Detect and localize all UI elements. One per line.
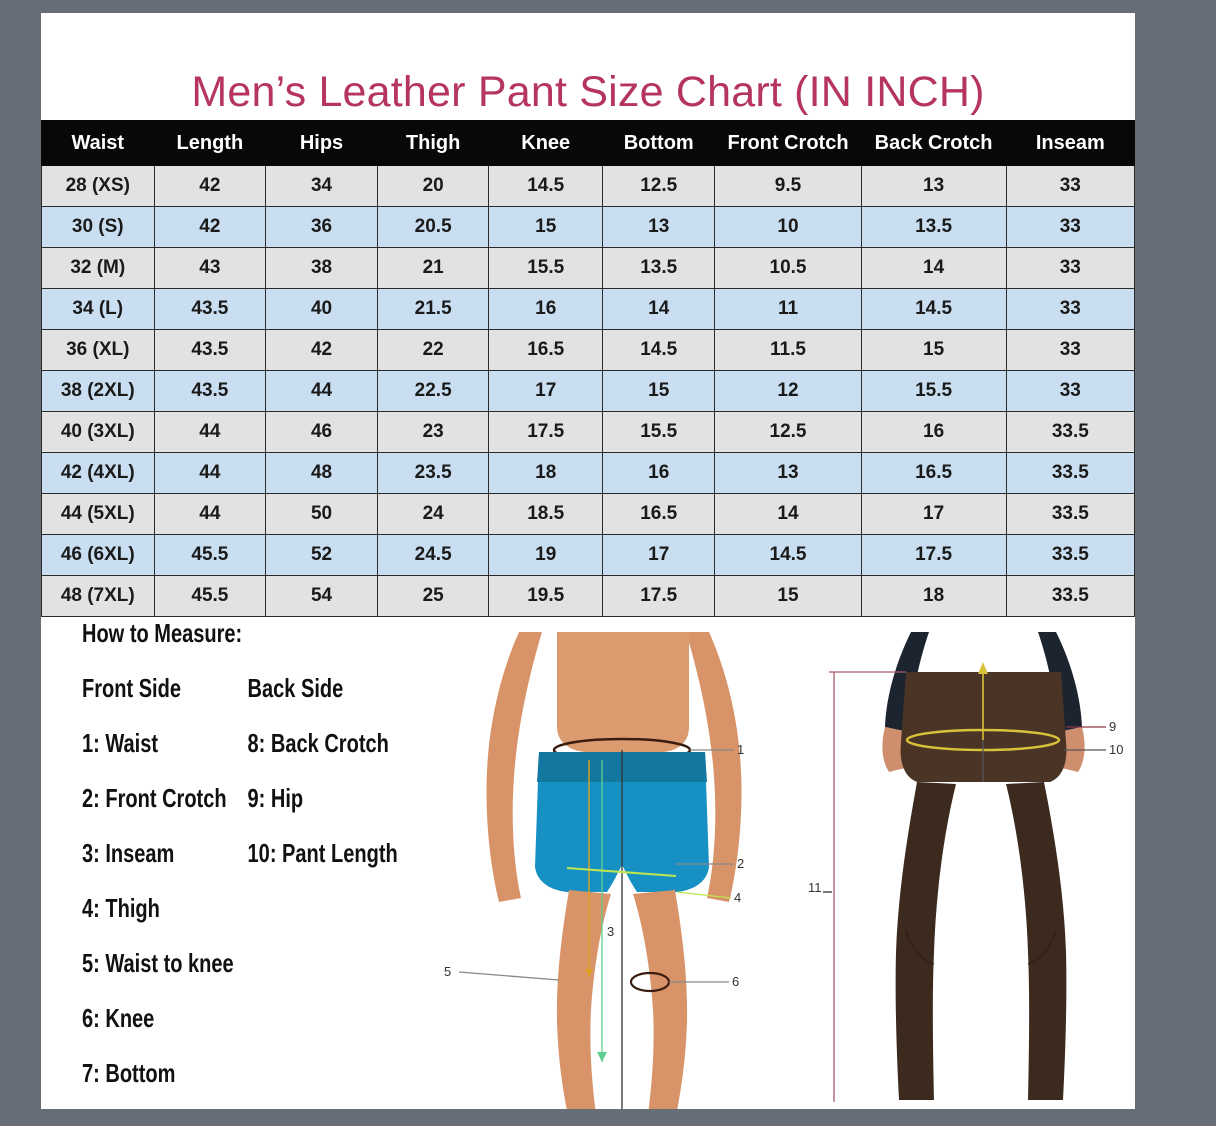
svg-text:2: 2 [737, 856, 744, 871]
svg-text:3: 3 [607, 924, 614, 939]
svg-text:10: 10 [1109, 742, 1123, 757]
svg-text:11: 11 [808, 880, 822, 895]
svg-text:1: 1 [737, 742, 744, 757]
svg-text:5: 5 [444, 964, 451, 979]
svg-text:9: 9 [1109, 719, 1116, 734]
svg-text:4: 4 [734, 890, 741, 905]
svg-text:6: 6 [732, 974, 739, 989]
